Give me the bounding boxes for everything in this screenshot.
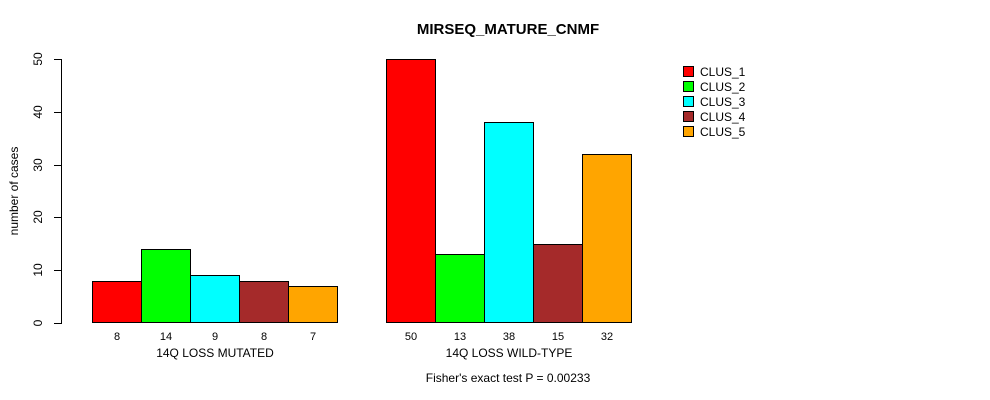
bar-clus_5: [288, 286, 338, 323]
legend-item-clus_5: CLUS_5: [683, 124, 745, 139]
legend-label: CLUS_2: [700, 79, 746, 94]
bar-value-label: 8: [113, 331, 121, 343]
y-axis-tick: [54, 59, 61, 60]
legend-swatch-icon: [683, 111, 694, 122]
y-axis-tick-label: 10: [31, 263, 45, 277]
bar-value-label: 50: [404, 331, 418, 343]
group-label: 14Q LOSS MUTATED: [156, 346, 274, 360]
bar-value-label: 15: [551, 331, 565, 343]
y-axis-tick: [54, 111, 61, 113]
bar-value-label: 7: [309, 331, 317, 343]
legend-swatch-icon: [683, 66, 694, 77]
caption-text: Fisher's exact test P = 0.00233: [425, 371, 591, 385]
bar-clus_4: [533, 243, 583, 323]
y-axis-tick-label: 20: [31, 210, 45, 225]
bar-value-label: 8: [260, 331, 268, 343]
group-label: 14Q LOSS WILD-TYPE: [445, 346, 573, 360]
legend-label: CLUS_5: [700, 124, 746, 139]
y-axis-tick: [54, 217, 61, 219]
bar-value-label: 13: [453, 331, 467, 343]
bar-clus_5: [582, 154, 632, 323]
legend-item-clus_3: CLUS_3: [683, 94, 745, 109]
legend: CLUS_1 CLUS_2 CLUS_3 CLUS_4 CLUS_5: [683, 64, 745, 139]
y-axis-tick: [54, 164, 61, 166]
bar-value-label: 14: [159, 331, 173, 343]
legend-label: CLUS_4: [700, 109, 746, 124]
legend-swatch-icon: [683, 126, 694, 137]
y-axis-tick-label: 40: [31, 105, 45, 119]
bar-clus_1: [92, 280, 142, 323]
bar-clus_2: [435, 254, 485, 323]
bar-clus_3: [484, 122, 534, 323]
y-axis-tick: [54, 323, 61, 324]
y-axis-tick: [54, 270, 61, 272]
bar-value-label: 9: [211, 331, 219, 343]
bar-value-label: 38: [502, 331, 516, 343]
legend-item-clus_2: CLUS_2: [683, 79, 745, 94]
chart-title: MIRSEQ_MATURE_CNMF: [416, 21, 600, 38]
y-axis-tick-label: 0: [31, 319, 45, 327]
bar-clus_2: [141, 249, 191, 323]
y-axis-label: number of cases: [7, 146, 21, 236]
bar-value-label: 32: [600, 331, 614, 343]
bar-clus_3: [190, 275, 240, 323]
y-axis-tick-label: 50: [31, 52, 45, 66]
legend-swatch-icon: [683, 81, 694, 92]
legend-label: CLUS_1: [700, 64, 746, 79]
legend-item-clus_1: CLUS_1: [683, 64, 745, 79]
bar-clus_1: [386, 59, 436, 323]
legend-swatch-icon: [683, 96, 694, 107]
legend-item-clus_4: CLUS_4: [683, 109, 745, 124]
legend-label: CLUS_3: [700, 94, 746, 109]
bar-clus_4: [239, 280, 289, 323]
y-axis-line: [61, 59, 62, 324]
y-axis-tick-label: 30: [31, 157, 45, 172]
